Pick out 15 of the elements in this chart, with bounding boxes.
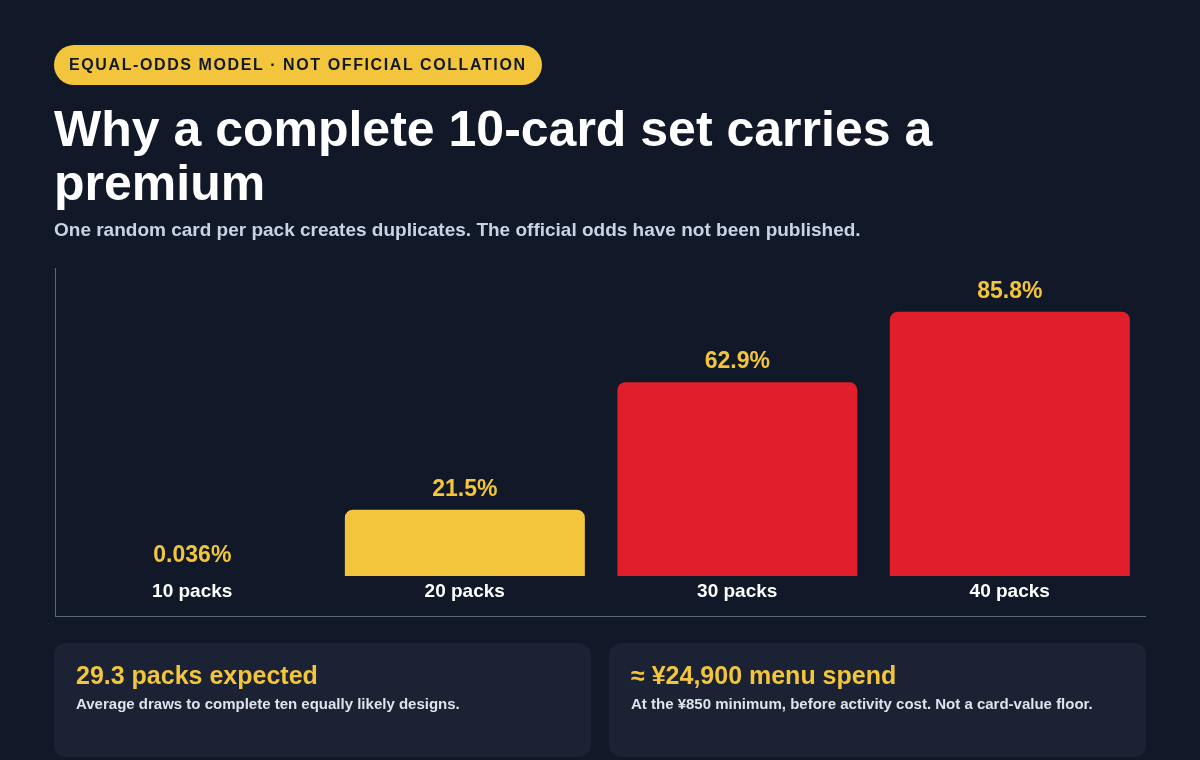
x-tick-label: 10 packs <box>152 580 233 602</box>
data-label: 21.5% <box>432 474 498 501</box>
x-tick-label: 40 packs <box>969 580 1050 602</box>
text: 29.3 packs expected <box>76 661 319 690</box>
chart-subtitle: One random card per pack creates duplicates. The official odds have not been published. <box>54 219 861 241</box>
data-label: 85.8% <box>977 276 1043 303</box>
text: ≈ ¥24,900 menu spend <box>631 661 898 690</box>
chart-title: Why a complete 10-card set carries a premium <box>54 101 934 211</box>
x-tick-label: 20 packs <box>424 580 505 602</box>
text: EQUAL-ODDS MODEL · NOT OFFICIAL COLLATION <box>54 45 542 85</box>
text: At the ¥850 minimum, before activity cost. Not a card-value floor. <box>631 694 1094 714</box>
data-label: 0.036% <box>153 540 232 567</box>
x-tick-label: 30 packs <box>697 580 778 602</box>
text: Average draws to complete ten equally likely designs. <box>76 694 461 714</box>
data-label: 62.9% <box>704 347 770 374</box>
